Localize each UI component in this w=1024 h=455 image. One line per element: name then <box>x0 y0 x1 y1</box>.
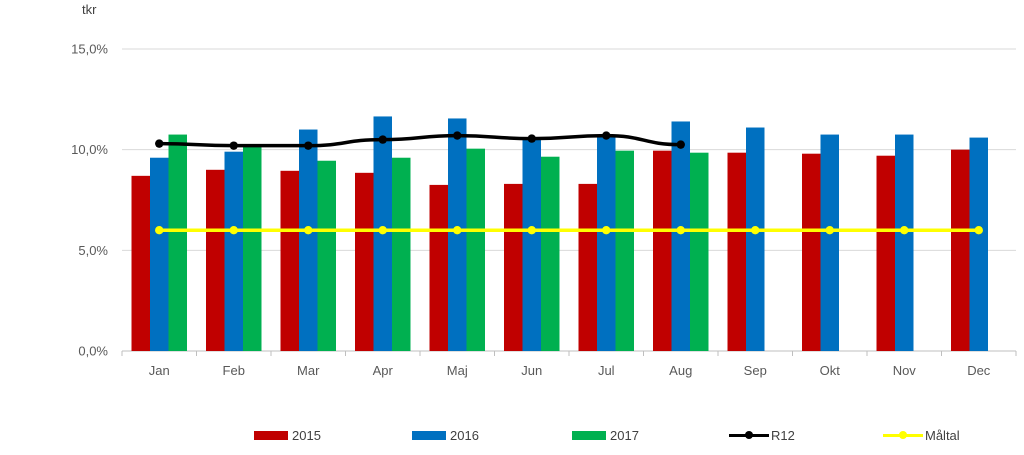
bar-2015-dec <box>951 149 970 351</box>
legend-line-maltal <box>883 429 923 441</box>
legend-swatch-2017 <box>572 430 606 440</box>
point-r12 <box>155 139 164 148</box>
x-tick-labels: Jan Feb Mar Apr Maj Jun Jul Aug Sep Okt Nov Dec <box>149 363 991 378</box>
bar-2017-aug <box>690 152 709 351</box>
bar-2015-apr <box>355 172 374 351</box>
legend-label-2016: 2016 <box>450 427 479 443</box>
point-m-ltal <box>974 226 983 235</box>
point-m-ltal <box>155 226 164 235</box>
x-tick-label: Jun <box>521 363 542 378</box>
legend-label-2015: 2015 <box>292 427 321 443</box>
bar-2015-okt <box>802 153 821 351</box>
bar-2017-mar <box>317 160 336 351</box>
legend-label-2017: 2017 <box>610 427 639 443</box>
point-r12 <box>378 135 387 144</box>
bar-2015-feb <box>206 169 225 351</box>
bar-2016-jan <box>150 157 169 351</box>
legend-label-maltal: Måltal <box>925 427 960 443</box>
x-tick-label: Jan <box>149 363 170 378</box>
legend-item-2016: 2016 <box>412 425 479 445</box>
point-r12 <box>527 134 536 143</box>
y-tick-labels: 0,0% 5,0% 10,0% 15,0% <box>71 42 108 359</box>
point-r12 <box>602 131 611 140</box>
bar-2016-feb <box>224 151 243 351</box>
y-tick-label: 5,0% <box>78 243 108 258</box>
bar-2017-jul <box>615 150 634 351</box>
bar-2015-maj <box>429 184 448 351</box>
point-m-ltal <box>825 226 834 235</box>
x-tick-label: Okt <box>820 363 841 378</box>
point-m-ltal <box>304 226 313 235</box>
point-r12 <box>229 141 238 150</box>
bar-2016-okt <box>820 134 839 351</box>
bar-2017-jun <box>541 156 560 351</box>
bar-2016-aug <box>671 121 690 351</box>
point-m-ltal <box>751 226 760 235</box>
legend: 2015 2016 2017 R12 Måltal <box>0 425 1024 445</box>
x-tick-label: Mar <box>297 363 320 378</box>
bar-2017-feb <box>243 145 262 351</box>
x-tick-label: Feb <box>223 363 245 378</box>
legend-item-maltal: Måltal <box>883 425 960 445</box>
bar-2016-jun <box>522 137 541 351</box>
bar-2016-dec <box>969 137 988 351</box>
bar-2015-jan <box>131 175 150 351</box>
bar-2016-nov <box>895 134 914 351</box>
point-m-ltal <box>602 226 611 235</box>
bar-2017-apr <box>392 157 411 351</box>
x-tick-label: Jul <box>598 363 615 378</box>
bar-2016-maj <box>448 118 467 352</box>
bar-2015-mar <box>280 170 299 351</box>
y-axis-unit-label: tkr <box>82 2 97 17</box>
x-tick-label: Apr <box>373 363 394 378</box>
x-tick-label: Dec <box>967 363 991 378</box>
legend-item-r12: R12 <box>729 425 795 445</box>
series-lines <box>155 131 983 235</box>
legend-item-2015: 2015 <box>254 425 321 445</box>
point-m-ltal <box>676 226 685 235</box>
bar-2015-nov <box>876 155 895 351</box>
point-r12 <box>453 131 462 140</box>
gridlines <box>121 48 1017 356</box>
y-tick-label: 10,0% <box>71 142 108 157</box>
bar-2015-jul <box>578 183 597 351</box>
x-tick-label: Nov <box>893 363 917 378</box>
x-tick-label: Maj <box>447 363 468 378</box>
x-tick-label: Sep <box>744 363 767 378</box>
point-m-ltal <box>378 226 387 235</box>
point-r12 <box>676 140 685 149</box>
point-m-ltal <box>527 226 536 235</box>
point-m-ltal <box>229 226 238 235</box>
legend-swatch-2015 <box>254 430 288 440</box>
y-tick-label: 0,0% <box>78 344 108 359</box>
bar-2016-sep <box>746 127 765 352</box>
legend-line-r12 <box>729 429 769 441</box>
x-tick-label: Aug <box>669 363 692 378</box>
bar-2015-sep <box>727 152 746 351</box>
bar-2016-jul <box>597 135 616 351</box>
bar-2015-aug <box>653 150 672 351</box>
bar-2017-jan <box>168 134 187 351</box>
point-m-ltal <box>900 226 909 235</box>
point-m-ltal <box>453 226 462 235</box>
bar-2015-jun <box>504 183 523 351</box>
point-r12 <box>304 141 313 150</box>
y-tick-label: 15,0% <box>71 42 108 57</box>
legend-label-r12: R12 <box>771 427 795 443</box>
bar-2017-maj <box>466 148 485 351</box>
legend-swatch-2016 <box>412 430 446 440</box>
bar-2016-mar <box>299 129 318 351</box>
bars <box>131 116 988 352</box>
legend-item-2017: 2017 <box>572 425 639 445</box>
